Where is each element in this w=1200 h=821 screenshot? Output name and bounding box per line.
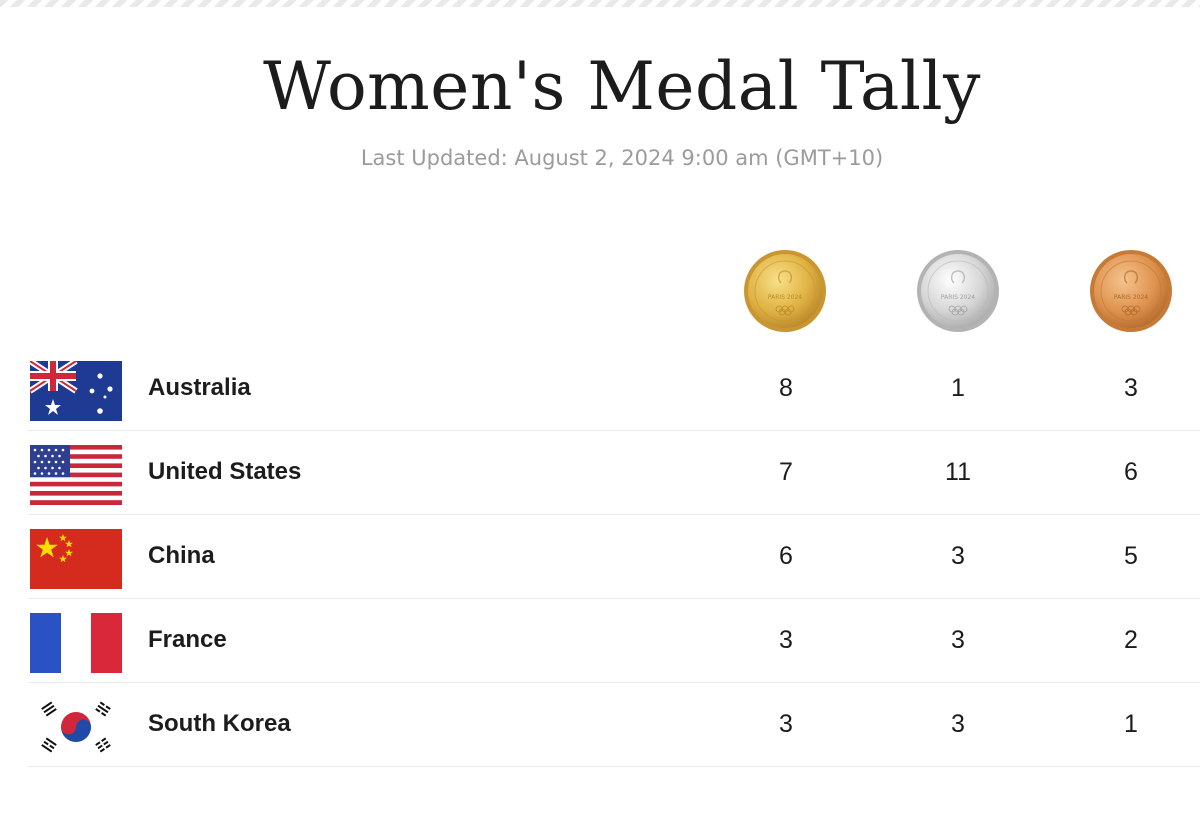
- australia-flag-icon: [30, 361, 122, 421]
- table-row: France 3 3 2: [28, 599, 1200, 683]
- last-updated-text: Last Updated: August 2, 2024 9:00 am (GM…: [360, 146, 884, 170]
- bronze-count: 1: [1124, 710, 1138, 738]
- country-name: China: [148, 542, 215, 569]
- gold-count: 7: [779, 458, 793, 486]
- bronze-count: 6: [1124, 458, 1138, 486]
- page-title: Women's Medal Tally: [263, 48, 981, 125]
- row-divider: [28, 682, 1200, 683]
- united-states-flag-icon: [30, 445, 122, 505]
- row-divider: [28, 598, 1200, 599]
- country-name: Australia: [148, 374, 251, 401]
- south-korea-flag-icon: [30, 697, 122, 757]
- bronze-count: 5: [1124, 542, 1138, 570]
- decorative-top-border: [0, 0, 1200, 7]
- table-row: Australia 8 1 3: [28, 347, 1200, 431]
- table-row: South Korea 3 3 1: [28, 683, 1200, 767]
- row-divider: [28, 430, 1200, 431]
- svg-text:PARIS 2024: PARIS 2024: [768, 294, 802, 301]
- gold-count: 8: [779, 374, 793, 402]
- silver-count: 3: [951, 626, 965, 654]
- bronze-medal-icon: PARIS 2024: [1090, 250, 1172, 332]
- china-flag-icon: [30, 529, 122, 589]
- svg-text:PARIS 2024: PARIS 2024: [1114, 294, 1148, 301]
- row-divider: [28, 766, 1200, 767]
- silver-count: 3: [951, 542, 965, 570]
- svg-text:PARIS 2024: PARIS 2024: [941, 294, 975, 301]
- silver-count: 11: [945, 458, 971, 486]
- table-row: China 6 3 5: [28, 515, 1200, 599]
- country-name: United States: [148, 458, 302, 485]
- silver-medal-icon: PARIS 2024: [917, 250, 999, 332]
- france-flag-icon: [30, 613, 122, 673]
- country-name: South Korea: [148, 710, 291, 737]
- silver-count: 3: [951, 710, 965, 738]
- gold-count: 6: [779, 542, 793, 570]
- row-divider: [28, 514, 1200, 515]
- table-row: United States 7 11 6: [28, 431, 1200, 515]
- bronze-count: 2: [1124, 626, 1138, 654]
- silver-count: 1: [951, 374, 965, 402]
- bronze-count: 3: [1124, 374, 1138, 402]
- gold-medal-icon: PARIS 2024: [744, 250, 826, 332]
- country-name: France: [148, 626, 227, 653]
- gold-count: 3: [779, 626, 793, 654]
- gold-count: 3: [779, 710, 793, 738]
